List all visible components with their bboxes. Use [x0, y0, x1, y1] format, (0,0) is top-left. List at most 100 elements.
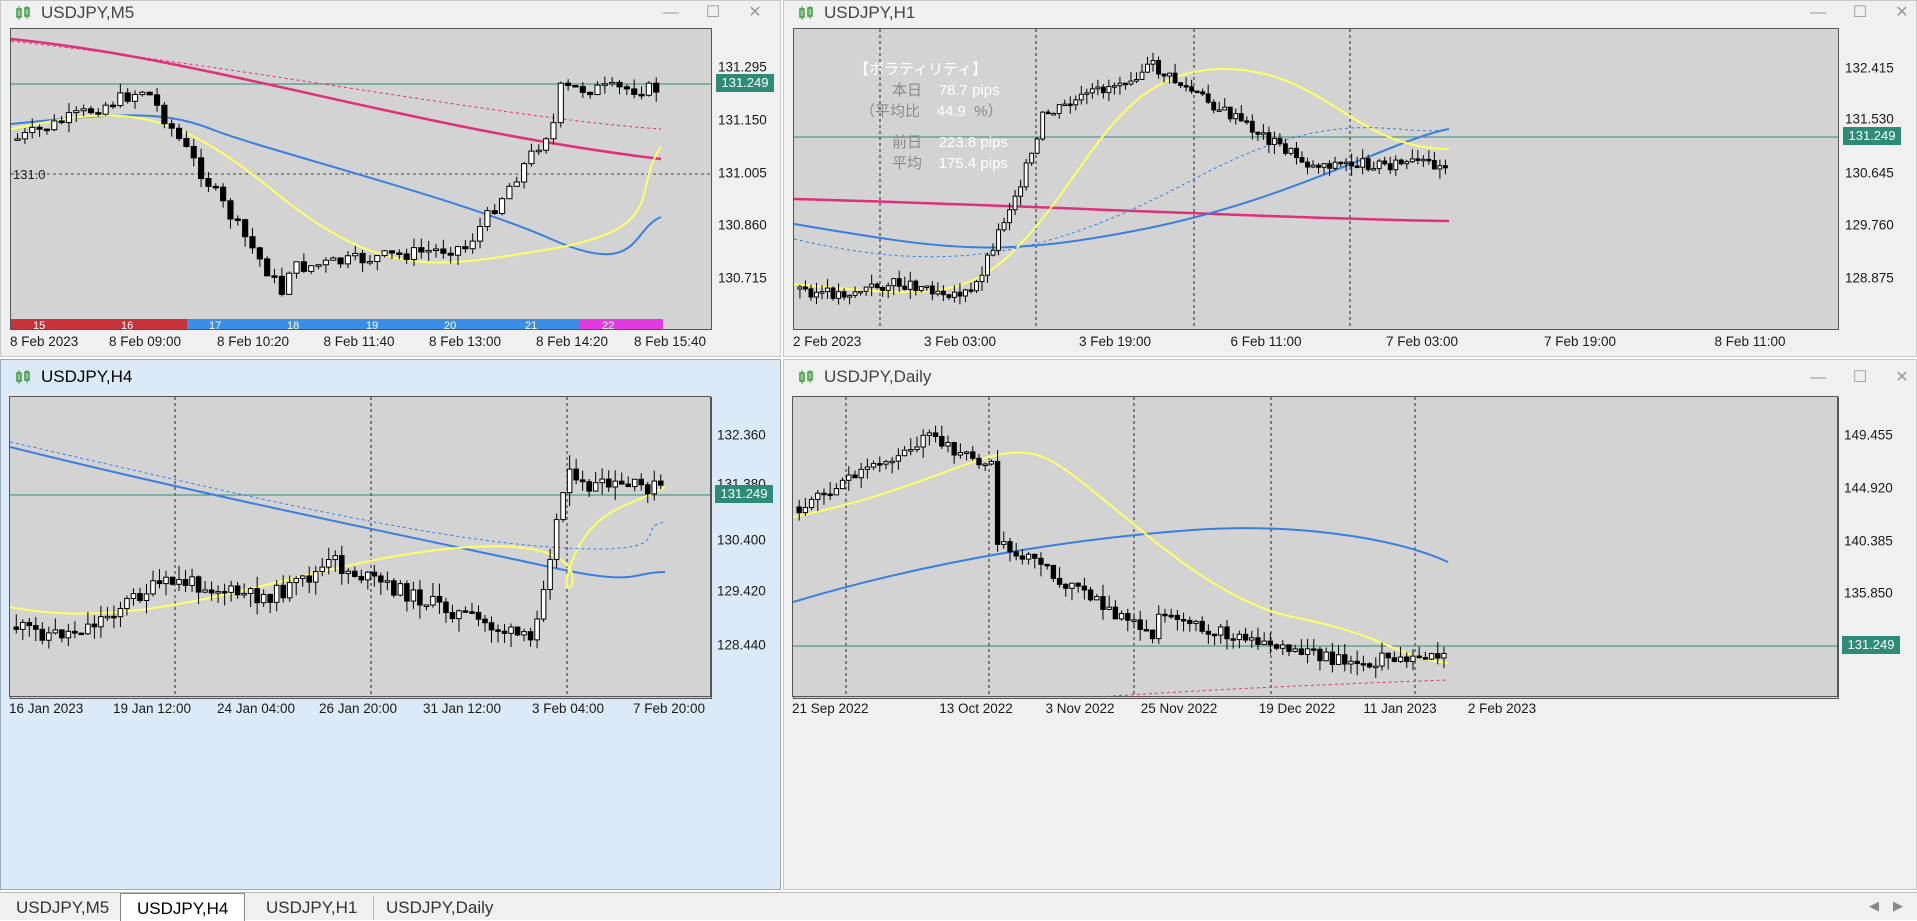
tab-usdjpy-m5[interactable]: USDJPY,M5 [0, 896, 127, 920]
maximize-button[interactable]: ☐ [705, 4, 721, 21]
candle-body [308, 265, 315, 272]
candle-body [1398, 159, 1404, 165]
candle-body [1143, 628, 1150, 632]
candle-body [1442, 165, 1448, 169]
candle-body [1410, 655, 1416, 663]
candle-body [150, 580, 156, 595]
candle-body [146, 91, 153, 96]
candle-body [974, 281, 979, 292]
candle-body [1280, 644, 1286, 649]
titlebar[interactable]: USDJPY,H1 — ☐ ✕ [784, 1, 1916, 27]
x-tick-label: 11 Jan 2023 [1363, 701, 1437, 716]
candle-body [1194, 90, 1200, 94]
candle-body [1236, 633, 1243, 641]
candle-body [815, 492, 821, 500]
ma-blue [10, 446, 666, 579]
candle-body [653, 82, 660, 93]
candle-body [1075, 582, 1081, 587]
scroll-left-icon[interactable]: ◀ [1869, 898, 1879, 913]
candle-body [1100, 596, 1106, 610]
maximize-button[interactable]: ☐ [1852, 369, 1868, 386]
price-chart [10, 397, 710, 696]
candle-body [827, 493, 833, 497]
chart-plot-area[interactable]: 15 16 17 18 19 20 21 22 131.0 [10, 28, 712, 330]
x-tick-label: 31 Jan 12:00 [422, 701, 502, 716]
chart-window-m5[interactable]: USDJPY,M5 — ☐ ✕ 15 16 17 18 19 20 21 22 131.0 13… [0, 0, 781, 357]
candle-body [264, 258, 271, 277]
close-button[interactable]: ✕ [1895, 369, 1909, 386]
candle-body [208, 589, 215, 594]
candle-body [1266, 132, 1272, 145]
candlestick-icon [799, 370, 813, 384]
window-title: USDJPY,H1 [824, 3, 916, 22]
y-tick-label: 129.760 [1845, 217, 1894, 233]
minimize-button[interactable]: — [1810, 4, 1826, 21]
maximize-button[interactable]: ☐ [1852, 4, 1868, 21]
candle-body [858, 290, 864, 294]
close-button[interactable]: ✕ [748, 4, 762, 21]
y-tick-label: 135.850 [1844, 585, 1893, 601]
candle-body [1007, 541, 1013, 553]
close-button[interactable]: ✕ [1895, 4, 1909, 21]
x-tick-label: 26 Jan 20:00 [318, 701, 398, 716]
candle-body [891, 278, 897, 287]
candle-body [1329, 651, 1336, 665]
candle-body [631, 88, 638, 95]
hour-band [503, 319, 580, 329]
x-tick-label: 3 Nov 2022 [1045, 701, 1115, 716]
y-tick-label: 144.920 [1844, 480, 1893, 496]
titlebar[interactable]: USDJPY,H4 — ☐ ✕ [1, 360, 929, 396]
candle-body [271, 275, 278, 278]
candle-body [657, 480, 664, 486]
minimize-button[interactable]: — [663, 4, 679, 21]
candle-body [293, 261, 300, 274]
tab-usdjpy-h4[interactable]: USDJPY,H4 [120, 893, 246, 921]
chart-window-h1[interactable]: USDJPY,H1 — ☐ ✕ 【ボラティリティ】 本日 78.7 pips （… [783, 0, 1917, 357]
x-tick-label: 8 Feb 11:00 [1714, 334, 1786, 349]
candle-body [299, 575, 306, 579]
scroll-right-icon[interactable]: ▶ [1893, 898, 1903, 913]
titlebar[interactable]: USDJPY,Daily — ☐ ✕ [784, 360, 1916, 396]
prev-value: 223.8 pips [938, 134, 1008, 151]
candle-body [1332, 161, 1338, 169]
hour-band [265, 319, 344, 329]
y-tick-label: 140.385 [1844, 533, 1893, 549]
candle-body [332, 555, 339, 561]
chart-plot-area-daily[interactable] [792, 396, 1838, 697]
candle-body [1310, 164, 1316, 168]
minimize-button[interactable]: — [1810, 369, 1826, 386]
tab-usdjpy-h1[interactable]: USDJPY,H1 [250, 896, 375, 920]
candle-body [475, 611, 482, 620]
candle-body [1180, 618, 1187, 622]
chart-plot-area-h4[interactable] [9, 396, 711, 697]
titlebar[interactable]: USDJPY,M5 — ☐ ✕ [1, 1, 780, 27]
chart-plot-area[interactable]: 【ボラティリティ】 本日 78.7 pips （平均比 44.9 %） 前日 2… [793, 28, 1839, 330]
candle-body [1255, 637, 1261, 645]
candle-body [808, 288, 814, 298]
tab-usdjpy-daily[interactable]: USDJPY,Daily [386, 898, 494, 917]
candle-body [521, 631, 527, 636]
candle-body [1100, 86, 1106, 94]
candle-body [241, 592, 247, 596]
y-tick-label: 131.150 [718, 112, 767, 128]
candle-body [534, 618, 540, 641]
candle-body [1316, 164, 1321, 168]
candle-body [397, 583, 404, 596]
candle-body [469, 240, 476, 250]
x-tick-label: 3 Feb 04:00 [531, 701, 605, 716]
candle-body [1404, 161, 1410, 165]
candle-body [443, 601, 449, 614]
candle-body [234, 585, 241, 596]
candle-body [644, 484, 651, 495]
candle-body [1161, 73, 1167, 77]
candle-body [926, 432, 933, 436]
candle-body [547, 558, 553, 590]
candle-body [1342, 654, 1348, 665]
x-tick-label: 3 Feb 03:00 [923, 334, 997, 349]
x-tick-label: 19 Jan 12:00 [112, 701, 192, 716]
candle-body [609, 81, 616, 85]
y-axis: 132.360 131.380 130.400 129.420 128.440 131.2… [711, 396, 781, 697]
candle-body [234, 218, 241, 221]
candle-body [830, 287, 836, 299]
x-tick-label: 25 Nov 2022 [1140, 701, 1218, 716]
